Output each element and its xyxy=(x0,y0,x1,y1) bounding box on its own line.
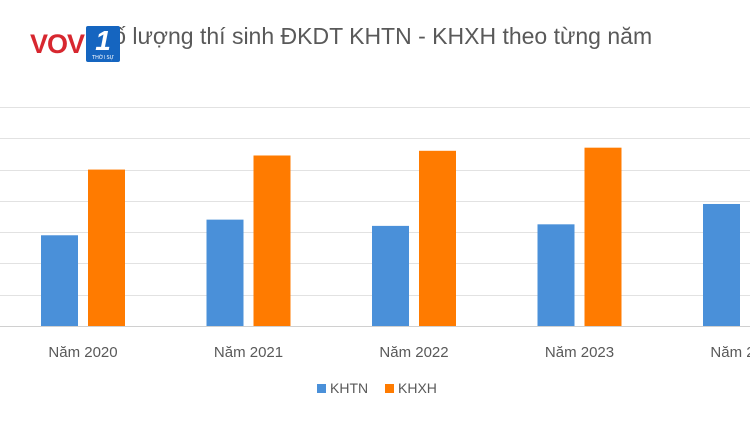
bar-khxh-4 xyxy=(584,147,622,326)
bar-khtn-1 xyxy=(41,235,78,326)
legend-swatch-khxh xyxy=(385,384,394,393)
legend-label-khxh: KHXH xyxy=(398,380,437,396)
vov-logo: VOV 1 THỜI SỰ xyxy=(30,25,121,62)
channel-tagline: THỜI SỰ xyxy=(92,55,114,61)
x-tick-label: Năm 2022 xyxy=(379,344,448,361)
bar-khxh-2 xyxy=(253,155,291,326)
x-tick-label: Năm 2021 xyxy=(214,344,283,361)
channel-number: 1 xyxy=(95,25,111,56)
bar-khtn-2 xyxy=(206,219,244,326)
bar-khxh-3 xyxy=(419,150,456,326)
x-axis-tick-labels: Năm 2020 Năm 2021 Năm 2022 Năm 2023 Năm 2024 xyxy=(48,344,750,361)
legend-swatch-khtn xyxy=(317,384,326,393)
legend-label-khtn: KHTN xyxy=(330,380,368,396)
vov-logo-text: VOV xyxy=(30,28,85,59)
bar-khtn-5 xyxy=(703,203,740,326)
legend: KHTN KHXH xyxy=(317,380,437,396)
x-tick-label: Năm 2023 xyxy=(545,344,614,361)
chart-title: Số lượng thí sinh ĐKDT KHTN - KHXH theo … xyxy=(98,23,652,49)
x-tick-label: Năm 2024 xyxy=(710,344,750,361)
bars xyxy=(41,147,740,326)
bar-khxh-1 xyxy=(88,169,125,326)
bar-khtn-4 xyxy=(537,224,575,326)
x-tick-label: Năm 2020 xyxy=(48,344,117,361)
vov1-channel-badge: 1 THỜI SỰ xyxy=(86,25,121,62)
bar-khtn-3 xyxy=(372,225,409,326)
